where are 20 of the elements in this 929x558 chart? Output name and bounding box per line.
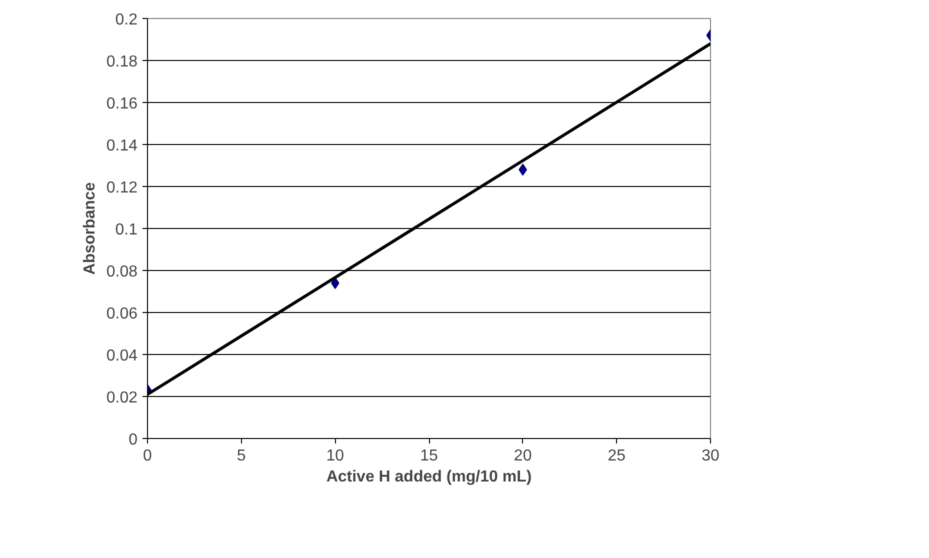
x-tick-label: 5 xyxy=(236,448,246,464)
y-tick-label: 0.2 xyxy=(115,12,138,28)
y-tick-label: 0 xyxy=(128,432,138,448)
x-tick-label: 10 xyxy=(326,448,344,464)
y-axis-title: Absorbance xyxy=(81,182,98,275)
y-tick-label: 0.16 xyxy=(106,96,138,112)
y-tick-label: 0.04 xyxy=(106,348,138,364)
x-tick-label: 0 xyxy=(143,448,152,464)
y-tick-label: 0.18 xyxy=(106,54,138,70)
y-tick-label: 0.14 xyxy=(106,138,138,154)
y-tick-label: 0.02 xyxy=(106,390,138,406)
x-tick-label: 15 xyxy=(420,448,438,464)
y-tick-label: 0.12 xyxy=(106,180,138,196)
y-tick-label: 0.1 xyxy=(115,222,138,238)
x-axis-title: Active H added (mg/10 mL) xyxy=(326,468,532,486)
y-tick-label: 0.06 xyxy=(106,306,138,322)
x-tick-label: 30 xyxy=(702,448,720,464)
x-tick-label: 20 xyxy=(514,448,532,464)
x-tick-label: 25 xyxy=(608,448,626,464)
y-tick-label: 0.08 xyxy=(106,264,138,280)
